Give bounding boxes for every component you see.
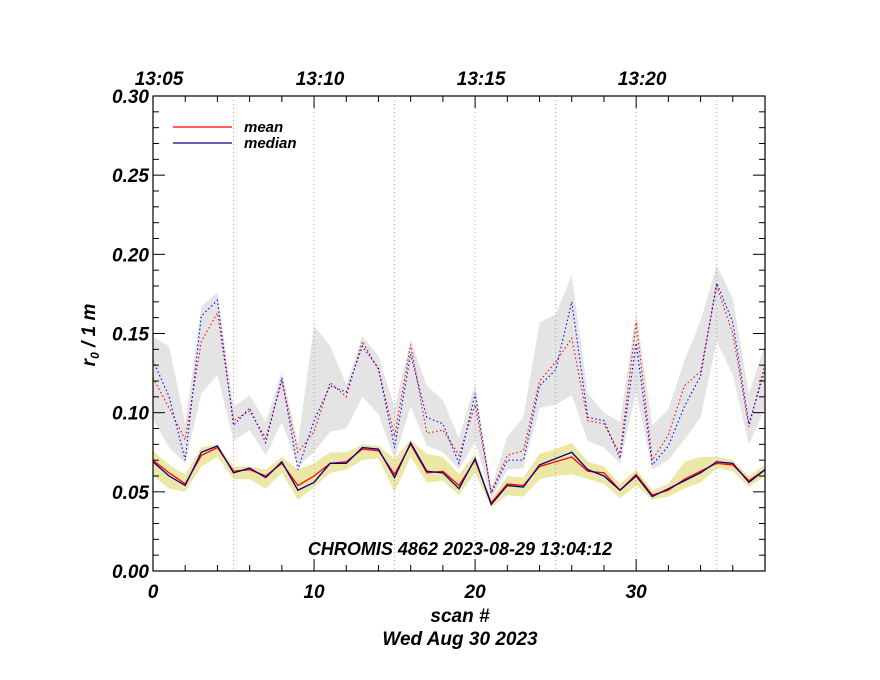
y-tick-label-0: 0.00 [112, 562, 149, 583]
series-lines [152, 280, 766, 506]
top-tick-label-3: 13:20 [618, 69, 667, 90]
y-axis-label: r0 / 1 m [79, 304, 102, 367]
series-line-1 [152, 280, 766, 496]
top-tick-label-2: 13:15 [457, 69, 506, 90]
date-label: Wed Aug 30 2023 [382, 629, 538, 650]
top-tick-label-0: 13:05 [135, 69, 184, 90]
annotation-text: CHROMIS 4862 2023-08-29 13:04:12 [308, 539, 612, 559]
y-axis-label-subscript: 0 [88, 352, 102, 359]
x-axis-label: scan # [430, 606, 490, 627]
tick-marks [152, 95, 766, 572]
legend-label-median: median [244, 135, 297, 152]
plot-frame [152, 95, 766, 572]
y-tick-label-3: 0.15 [112, 325, 149, 346]
legend: mean median [173, 119, 297, 152]
vertical-gridlines [233, 96, 718, 571]
y-tick-label-1: 0.05 [112, 483, 149, 504]
series-line-3 [152, 441, 766, 506]
tick-labels: 0 10 20 30 13:05 13:10 13:15 13:20 0.00 0.05 0.10 0… [112, 69, 667, 603]
x-tick-label-3: 30 [626, 582, 648, 603]
y-tick-label-6: 0.30 [112, 87, 149, 108]
y-axis-label-rest: / 1 m [79, 304, 100, 353]
axes [152, 95, 766, 572]
y-tick-label-2: 0.10 [112, 404, 149, 425]
x-tick-label-1: 10 [303, 582, 325, 603]
legend-label-mean: mean [244, 119, 283, 136]
x-tick-label-2: 20 [464, 582, 487, 603]
y-tick-label-5: 0.25 [112, 166, 149, 187]
y-tick-label-4: 0.20 [112, 245, 149, 266]
top-tick-label-1: 13:10 [296, 69, 345, 90]
band-0 [153, 265, 765, 499]
series-line-0 [152, 283, 766, 494]
band-1 [153, 439, 765, 508]
x-tick-label-0: 0 [148, 582, 159, 603]
range-bands [153, 265, 765, 508]
y-axis-label-main: r [79, 357, 100, 366]
